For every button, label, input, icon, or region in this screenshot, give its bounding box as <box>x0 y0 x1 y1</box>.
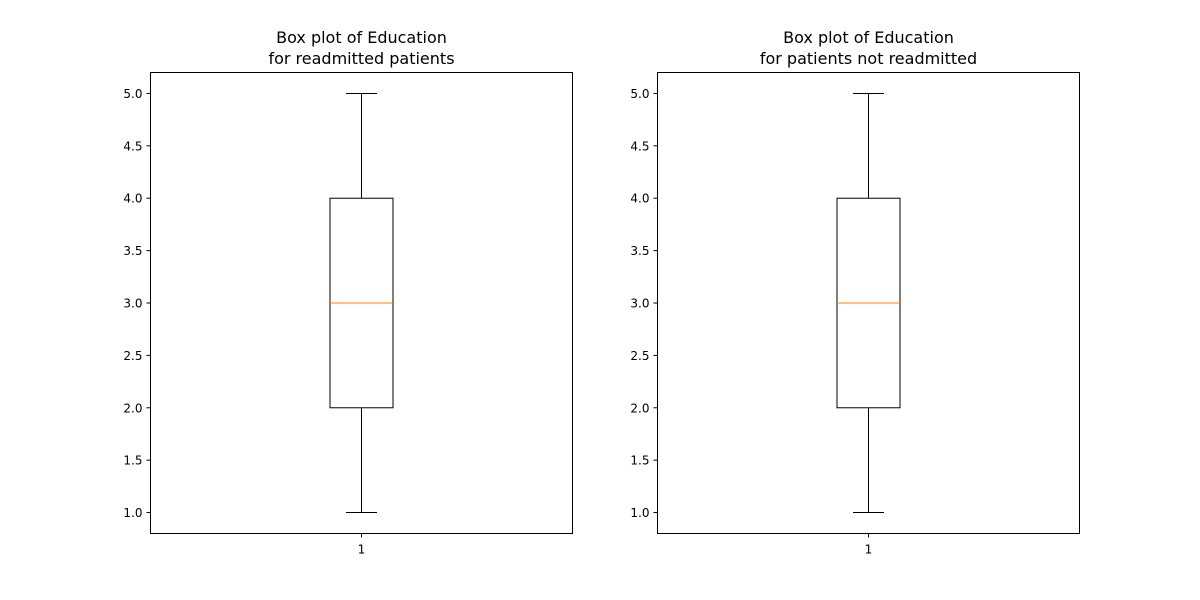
y-tick-label: 2.5 <box>630 349 649 363</box>
box-plot-marks: 1.0 1.5 2.0 2.5 3.0 3.5 4.0 4.5 5.0 1 <box>123 87 394 557</box>
y-tick-label: 2.0 <box>123 401 142 415</box>
y-tick-label: 4.0 <box>630 192 649 206</box>
x-tick-label: 1 <box>358 543 366 557</box>
subplot-not-readmitted: Box plot of Education for patients not r… <box>630 28 1080 557</box>
subplot-readmitted: Box plot of Education for readmitted pat… <box>123 28 573 557</box>
y-tick-label: 5.0 <box>123 87 142 101</box>
y-tick-label: 1.0 <box>123 506 142 520</box>
x-tick-label: 1 <box>865 543 873 557</box>
box-plot-marks: 1.0 1.5 2.0 2.5 3.0 3.5 4.0 4.5 5.0 1 <box>630 87 901 557</box>
y-tick-label: 3.0 <box>630 297 649 311</box>
y-tick-label: 3.5 <box>630 244 649 258</box>
y-tick-label: 4.5 <box>630 139 649 153</box>
y-tick-label: 5.0 <box>630 87 649 101</box>
chart-title-line-2: for readmitted patients <box>268 49 454 68</box>
chart-title-line-1: Box plot of Education <box>783 28 954 47</box>
y-tick-label: 2.0 <box>630 401 649 415</box>
y-tick-label: 1.5 <box>630 454 649 468</box>
y-tick-label: 3.5 <box>123 244 142 258</box>
chart-title-line-2: for patients not readmitted <box>760 49 977 68</box>
y-tick-label: 1.0 <box>630 506 649 520</box>
y-tick-label: 4.5 <box>123 139 142 153</box>
y-tick-label: 3.0 <box>123 297 142 311</box>
y-tick-label: 4.0 <box>123 192 142 206</box>
y-tick-label: 2.5 <box>123 349 142 363</box>
y-tick-label: 1.5 <box>123 454 142 468</box>
chart-title-line-1: Box plot of Education <box>276 28 447 47</box>
